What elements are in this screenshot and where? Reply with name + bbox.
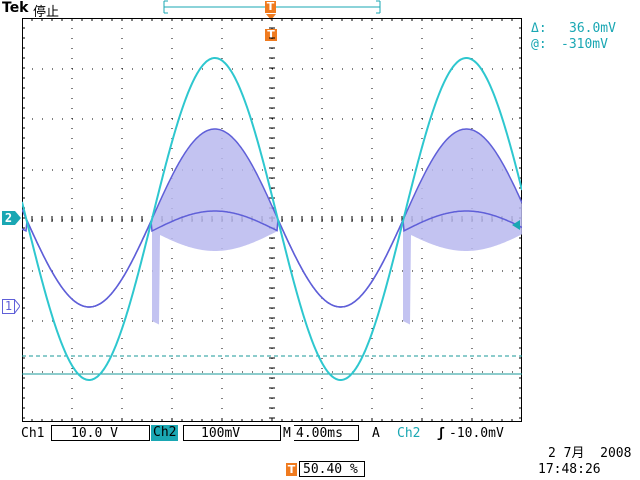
cursor-delta-value: 36.0mV [569,21,616,36]
trigger-source[interactable]: Ch2 [397,426,421,441]
date-display: 2 7月 2008 [548,446,632,461]
trigger-arrow-icon [266,14,276,20]
cursor-lines [22,355,522,375]
ch1-burst-fill-2 [403,129,522,325]
timebase[interactable]: 4.00ms [294,425,359,441]
horizontal-position-value: 50.40 % [303,462,358,477]
ch2-trace [22,57,522,381]
trigger-level-marker-icon[interactable] [512,220,520,230]
graticule [22,18,522,422]
ch2-marker-arrow-icon [15,211,21,225]
ch1-waveform [22,57,522,381]
ch2-ground-marker[interactable]: 2 [2,211,15,225]
ch1-marker-arrow-icon [14,299,20,314]
timebase-label: M [283,426,291,441]
ch1-trace-lower [22,210,522,308]
ch2-scale[interactable]: 100mV [183,425,281,441]
cursor-at-value: -310mV [561,37,608,52]
ch1-scale[interactable]: 10.0 V [51,425,150,441]
ch1-burst-fill-1 [152,129,278,325]
trigger-position-icon-footer: T [286,463,297,476]
ch2-scale-value: 100mV [201,426,241,441]
trigger-mode[interactable]: A [372,426,380,441]
ch1-ground-marker[interactable]: 1 [2,299,15,314]
cursor-delta-label: Δ: [531,21,547,36]
acquisition-status: 停止 [33,5,60,20]
timebase-value: 4.00ms [296,426,343,441]
horizontal-position[interactable]: 50.40 % [299,461,365,477]
trigger-slope-icon: ʃ [437,426,445,441]
trigger-position-icon: T [265,0,276,13]
cursor-at-label: @: [531,37,547,52]
waveform-display[interactable] [22,18,522,422]
ch2-label[interactable]: Ch2 [151,425,179,441]
trigger-level[interactable]: -10.0mV [449,426,504,441]
ch1-label: Ch1 [21,426,45,441]
ch1-scale-value: 10.0 V [71,426,118,441]
brand-logo: Tek [2,0,29,16]
time-display: 17:48:26 [538,462,601,477]
ch2-waveform [22,128,522,325]
